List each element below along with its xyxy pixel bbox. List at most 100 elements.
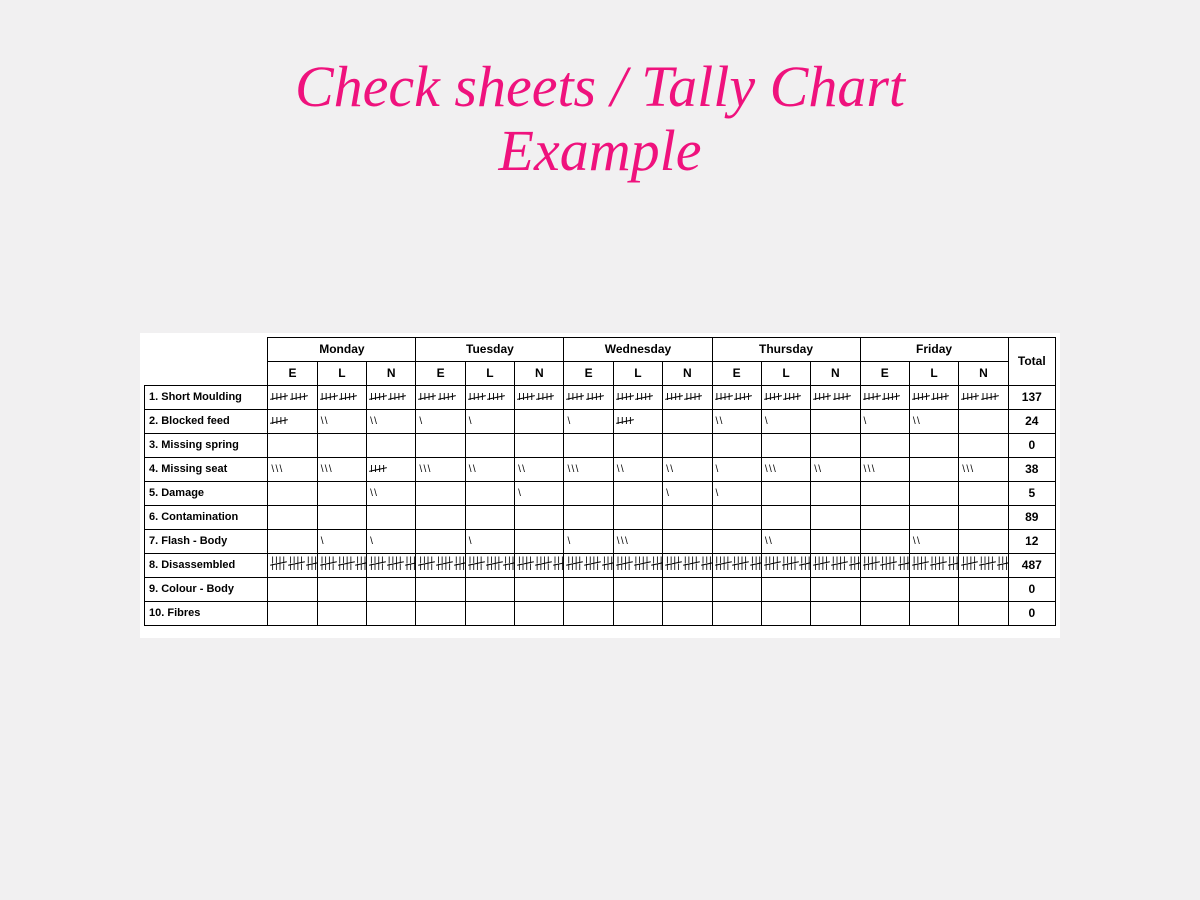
tally-cell: IIIIIIIIIIIIIIIIIIIIIIII [465,553,514,577]
table-row: 7. Flash - Body\\\\\\\\\\\12 [145,529,1056,553]
tally-cell [811,481,860,505]
tally-cell [465,601,514,625]
row-total: 5 [1008,481,1055,505]
tally-cell: \\ [712,409,761,433]
shift-header: E [564,361,613,385]
shift-header: N [959,361,1008,385]
tally-cell: \\\ [416,457,465,481]
tally-cell: IIIIIIII [515,385,564,409]
tally-cell [317,505,366,529]
tally-cell: IIIIIIII [909,385,958,409]
day-header: Tuesday [416,337,564,361]
row-label: 4. Missing seat [145,457,268,481]
tally-cell: \\\ [860,457,909,481]
tally-cell: \ [367,529,416,553]
tally-cell [416,577,465,601]
tally-cell [860,577,909,601]
tally-cell: IIIIIIIIIIIIIIIIIIIIIIII [515,553,564,577]
tally-cell: \ [663,481,712,505]
tally-cell: IIIIIIIIIIIIIIIIIIIIIIII [564,553,613,577]
tally-cell [564,601,613,625]
row-label: 10. Fibres [145,601,268,625]
tally-cell [811,433,860,457]
tally-cell [416,529,465,553]
tally-cell [909,577,958,601]
tally-cell [613,601,662,625]
row-label: 5. Damage [145,481,268,505]
tally-cell: \\\ [268,457,317,481]
tally-cell: IIIIIIII [564,385,613,409]
tally-cell [860,601,909,625]
tally-cell [860,505,909,529]
tally-cell [515,529,564,553]
tally-cell [909,505,958,529]
row-total: 89 [1008,505,1055,529]
tally-cell: \ [465,529,514,553]
table-row: 2. Blocked feedIIII\\\\\\\IIII\\\\\\24 [145,409,1056,433]
row-total: 24 [1008,409,1055,433]
tally-cell: IIIIIIII [367,385,416,409]
row-label: 3. Missing spring [145,433,268,457]
tally-cell [317,481,366,505]
tally-cell [465,481,514,505]
tally-cell: \ [761,409,810,433]
title-line-2: Example [0,119,1200,183]
row-label: 8. Disassembled [145,553,268,577]
tally-cell [761,505,810,529]
tally-cell [416,601,465,625]
table-body: 1. Short MouldingIIIIIIIIIIIIIIIIIIIIIII… [145,385,1056,625]
tally-cell [416,481,465,505]
tally-cell: IIII [367,457,416,481]
tally-cell [317,601,366,625]
shift-header: N [367,361,416,385]
tally-cell [959,577,1008,601]
tally-cell [564,433,613,457]
tally-cell: IIIIIIII [663,385,712,409]
tally-cell [515,433,564,457]
tally-cell [663,601,712,625]
tally-cell: \ [465,409,514,433]
tally-cell: IIIIIIII [416,385,465,409]
tally-cell: \\ [909,529,958,553]
tally-cell: \\ [367,409,416,433]
tally-cell: IIIIIIII [761,385,810,409]
row-label: 1. Short Moulding [145,385,268,409]
tally-cell [268,577,317,601]
shift-header: E [416,361,465,385]
tally-cell [564,505,613,529]
tally-cell: IIII [613,409,662,433]
tally-cell: IIIIIIIIIIIIIIIIIIIIIIII [909,553,958,577]
tally-cell: \\ [367,481,416,505]
tally-cell [564,577,613,601]
tally-cell: IIIIIIIIIIIIIIIIIIIIIIII [416,553,465,577]
tally-cell [761,577,810,601]
row-label: 2. Blocked feed [145,409,268,433]
row-label: 7. Flash - Body [145,529,268,553]
shift-header: L [761,361,810,385]
tally-cell [663,433,712,457]
tally-cell: IIIIIIIIIIIIIIIIIIIIIIII [268,553,317,577]
tally-cell: IIIIIIIIIIIIIIIIIIIIIIII [811,553,860,577]
tally-cell: \\ [515,457,564,481]
row-total: 38 [1008,457,1055,481]
tally-cell [909,433,958,457]
tally-cell [613,433,662,457]
tally-cell [761,481,810,505]
tally-cell [909,601,958,625]
shift-header-row: ELNELNELNELNELN [145,361,1056,385]
day-header: Friday [860,337,1008,361]
table-row: 9. Colour - Body0 [145,577,1056,601]
tally-cell [515,577,564,601]
tally-cell: \ [515,481,564,505]
day-header: Monday [268,337,416,361]
tally-cell: \\\ [761,457,810,481]
tally-cell [515,409,564,433]
tally-cell: \ [860,409,909,433]
table-row: 6. Contamination89 [145,505,1056,529]
tally-cell: IIIIIIII [268,385,317,409]
tally-cell [811,409,860,433]
tally-cell: IIIIIIII [613,385,662,409]
shift-header: L [613,361,662,385]
tally-cell [959,505,1008,529]
tally-cell [712,601,761,625]
